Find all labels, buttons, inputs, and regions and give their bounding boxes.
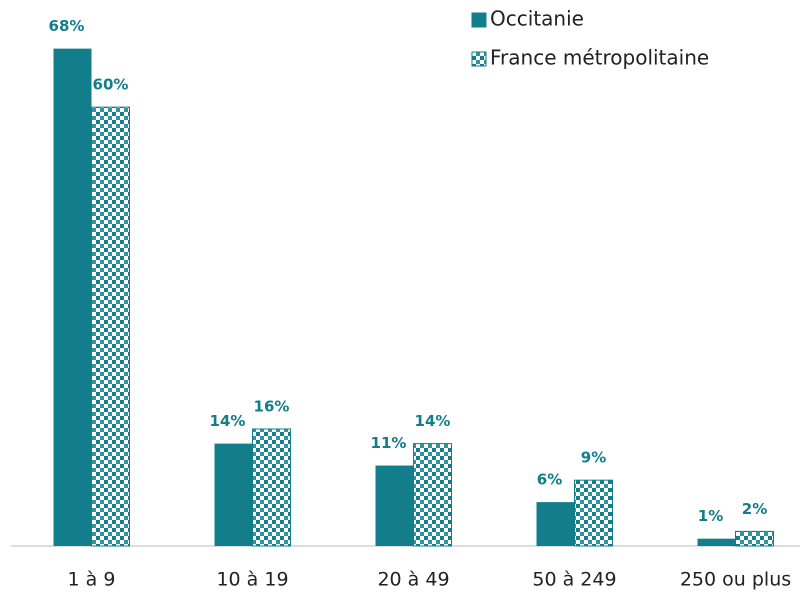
value-label: 60% bbox=[93, 76, 129, 94]
bar bbox=[413, 443, 452, 547]
legend-swatch bbox=[471, 12, 487, 28]
bar bbox=[735, 530, 774, 547]
bar bbox=[214, 443, 253, 546]
x-tick-label: 50 à 249 bbox=[532, 569, 616, 591]
legend-swatch bbox=[471, 51, 487, 67]
x-tick-label: 1 à 9 bbox=[68, 569, 116, 591]
value-label: 11% bbox=[371, 434, 407, 452]
x-tick-label: 20 à 49 bbox=[377, 569, 449, 591]
bar bbox=[252, 428, 291, 547]
bar bbox=[574, 479, 613, 547]
bar bbox=[697, 538, 736, 546]
value-label: 9% bbox=[581, 449, 606, 467]
bar bbox=[91, 106, 130, 547]
x-tick-label: 250 ou plus bbox=[680, 569, 791, 591]
bar bbox=[536, 502, 575, 546]
legend-label: France métropolitaine bbox=[490, 46, 709, 70]
value-label: 1% bbox=[698, 507, 723, 525]
value-label: 6% bbox=[537, 471, 562, 489]
legend-label: Occitanie bbox=[490, 7, 584, 31]
x-tick-label: 10 à 19 bbox=[216, 569, 288, 591]
bar bbox=[53, 48, 92, 546]
value-label: 68% bbox=[49, 17, 85, 35]
value-label: 2% bbox=[742, 500, 767, 518]
value-label: 14% bbox=[415, 412, 451, 430]
value-label: 14% bbox=[210, 412, 246, 430]
bar bbox=[375, 465, 414, 546]
value-label: 16% bbox=[254, 397, 290, 415]
